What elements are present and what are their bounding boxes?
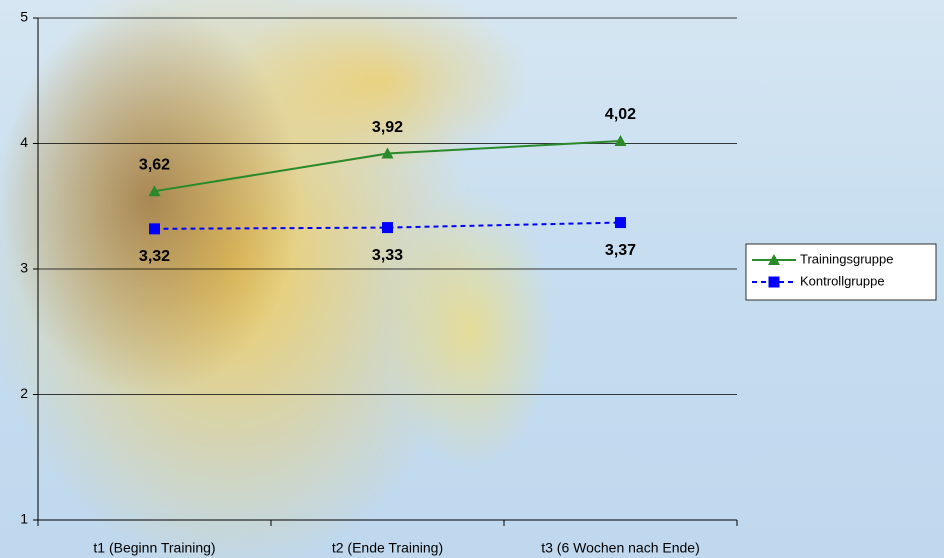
marker <box>382 222 393 234</box>
legend-label: Kontrollgruppe <box>800 273 885 288</box>
y-tick-label: 4 <box>20 134 28 150</box>
x-tick-label: t2 (Ende Training) <box>332 540 443 556</box>
y-tick-label: 3 <box>20 260 28 276</box>
x-tick-label: t1 (Beginn Training) <box>93 540 215 556</box>
marker <box>615 217 626 229</box>
value-label: 3,32 <box>139 248 170 265</box>
legend-label: Trainingsgruppe <box>800 251 893 266</box>
marker <box>768 276 780 288</box>
value-label: 3,92 <box>372 119 403 136</box>
marker <box>381 147 394 159</box>
value-label: 4,02 <box>605 106 636 123</box>
y-tick-label: 2 <box>20 385 28 401</box>
y-tick-label: 5 <box>20 9 28 25</box>
legend-box <box>745 243 937 301</box>
legend: Trainingsgruppe Kontrollgruppe <box>745 243 937 301</box>
y-tick-label: 1 <box>20 511 28 527</box>
marker <box>614 134 627 146</box>
value-label: 3,37 <box>605 242 636 259</box>
series-line <box>154 221 621 230</box>
value-label: 3,33 <box>372 247 403 264</box>
x-tick-label: t3 (6 Wochen nach Ende) <box>541 540 700 556</box>
marker <box>149 223 160 235</box>
value-label: 3,62 <box>139 156 170 173</box>
marker <box>148 185 161 197</box>
marker <box>768 254 780 265</box>
